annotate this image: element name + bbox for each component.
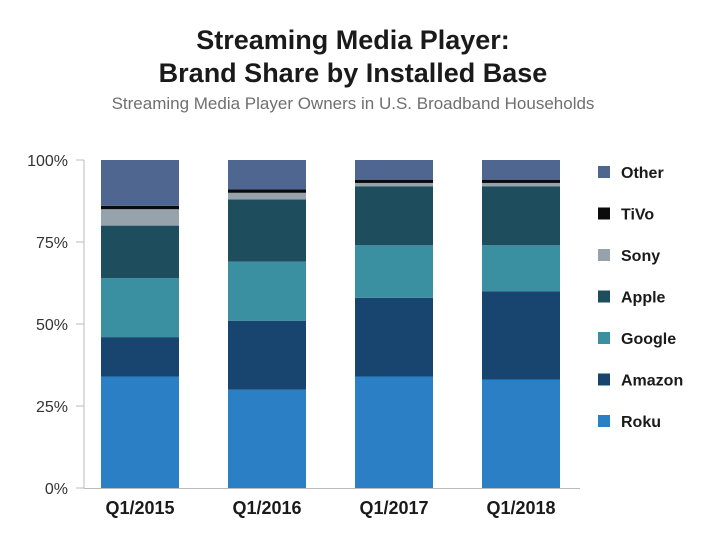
bar-segment-sony-q1-2016 (228, 192, 306, 200)
bar-segment-amazon-q1-2015 (101, 337, 179, 377)
y-tick-label: 50% (36, 317, 68, 334)
bar-segment-google-q1-2015 (101, 278, 179, 338)
bar-segment-roku-q1-2016 (228, 389, 306, 488)
bar-segment-other-q1-2018 (482, 160, 560, 180)
bar-segment-other-q1-2015 (101, 160, 179, 206)
bar-segment-roku-q1-2017 (355, 376, 433, 488)
bar-segment-apple-q1-2017 (355, 186, 433, 246)
chart-subtitle: Streaming Media Player Owners in U.S. Br… (111, 94, 595, 113)
bar-segment-apple-q1-2016 (228, 199, 306, 262)
legend-label-other: Other (621, 165, 664, 182)
bar-segment-amazon-q1-2018 (482, 291, 560, 380)
legend-label-google: Google (621, 331, 676, 348)
legend-swatch-apple (598, 290, 610, 303)
bar-segment-amazon-q1-2017 (355, 297, 433, 377)
x-tick-label: Q1/2015 (105, 498, 174, 518)
bar-segment-other-q1-2017 (355, 160, 433, 180)
bar-segment-apple-q1-2018 (482, 186, 560, 246)
legend-swatch-other (598, 166, 610, 178)
chart-title-line-2: Brand Share by Installed Base (158, 58, 548, 88)
y-tick-label: 100% (27, 153, 68, 170)
legend-swatch-google (598, 332, 610, 344)
legend-swatch-amazon (598, 373, 610, 386)
bar-segment-tivo-q1-2016 (228, 189, 306, 193)
legend-swatch-roku (598, 415, 610, 427)
x-tick-label: Q1/2017 (359, 498, 428, 518)
bar-segment-amazon-q1-2016 (228, 320, 306, 390)
y-tick-label: 0% (45, 481, 68, 498)
bar-segment-sony-q1-2017 (355, 182, 433, 187)
bar-segment-other-q1-2016 (228, 160, 306, 190)
x-tick-label: Q1/2016 (232, 498, 301, 518)
bar-segment-sony-q1-2018 (482, 182, 560, 187)
legend-swatch-sony (598, 249, 610, 261)
legend-label-roku: Roku (621, 414, 661, 431)
bar-segment-apple-q1-2015 (101, 225, 179, 279)
bar-segment-roku-q1-2015 (101, 376, 179, 488)
y-tick-label: 75% (36, 235, 68, 252)
y-tick-label: 25% (36, 399, 68, 416)
legend-label-amazon: Amazon (621, 373, 683, 390)
bar-segment-roku-q1-2018 (482, 379, 560, 488)
legend-label-sony: Sony (621, 248, 660, 265)
legend-swatch-tivo (598, 207, 610, 220)
bar-segment-google-q1-2017 (355, 245, 433, 298)
bar-segment-tivo-q1-2017 (355, 179, 433, 183)
bar-segment-tivo-q1-2015 (101, 205, 179, 210)
legend-label-apple: Apple (621, 290, 666, 307)
bar-segment-google-q1-2018 (482, 245, 560, 292)
bar-segment-sony-q1-2015 (101, 209, 179, 226)
x-tick-label: Q1/2018 (486, 498, 555, 518)
bar-segment-google-q1-2016 (228, 261, 306, 321)
chart-title-line-1: Streaming Media Player: (196, 25, 510, 55)
bar-segment-tivo-q1-2018 (482, 179, 560, 183)
legend-label-tivo: TiVo (621, 207, 654, 224)
